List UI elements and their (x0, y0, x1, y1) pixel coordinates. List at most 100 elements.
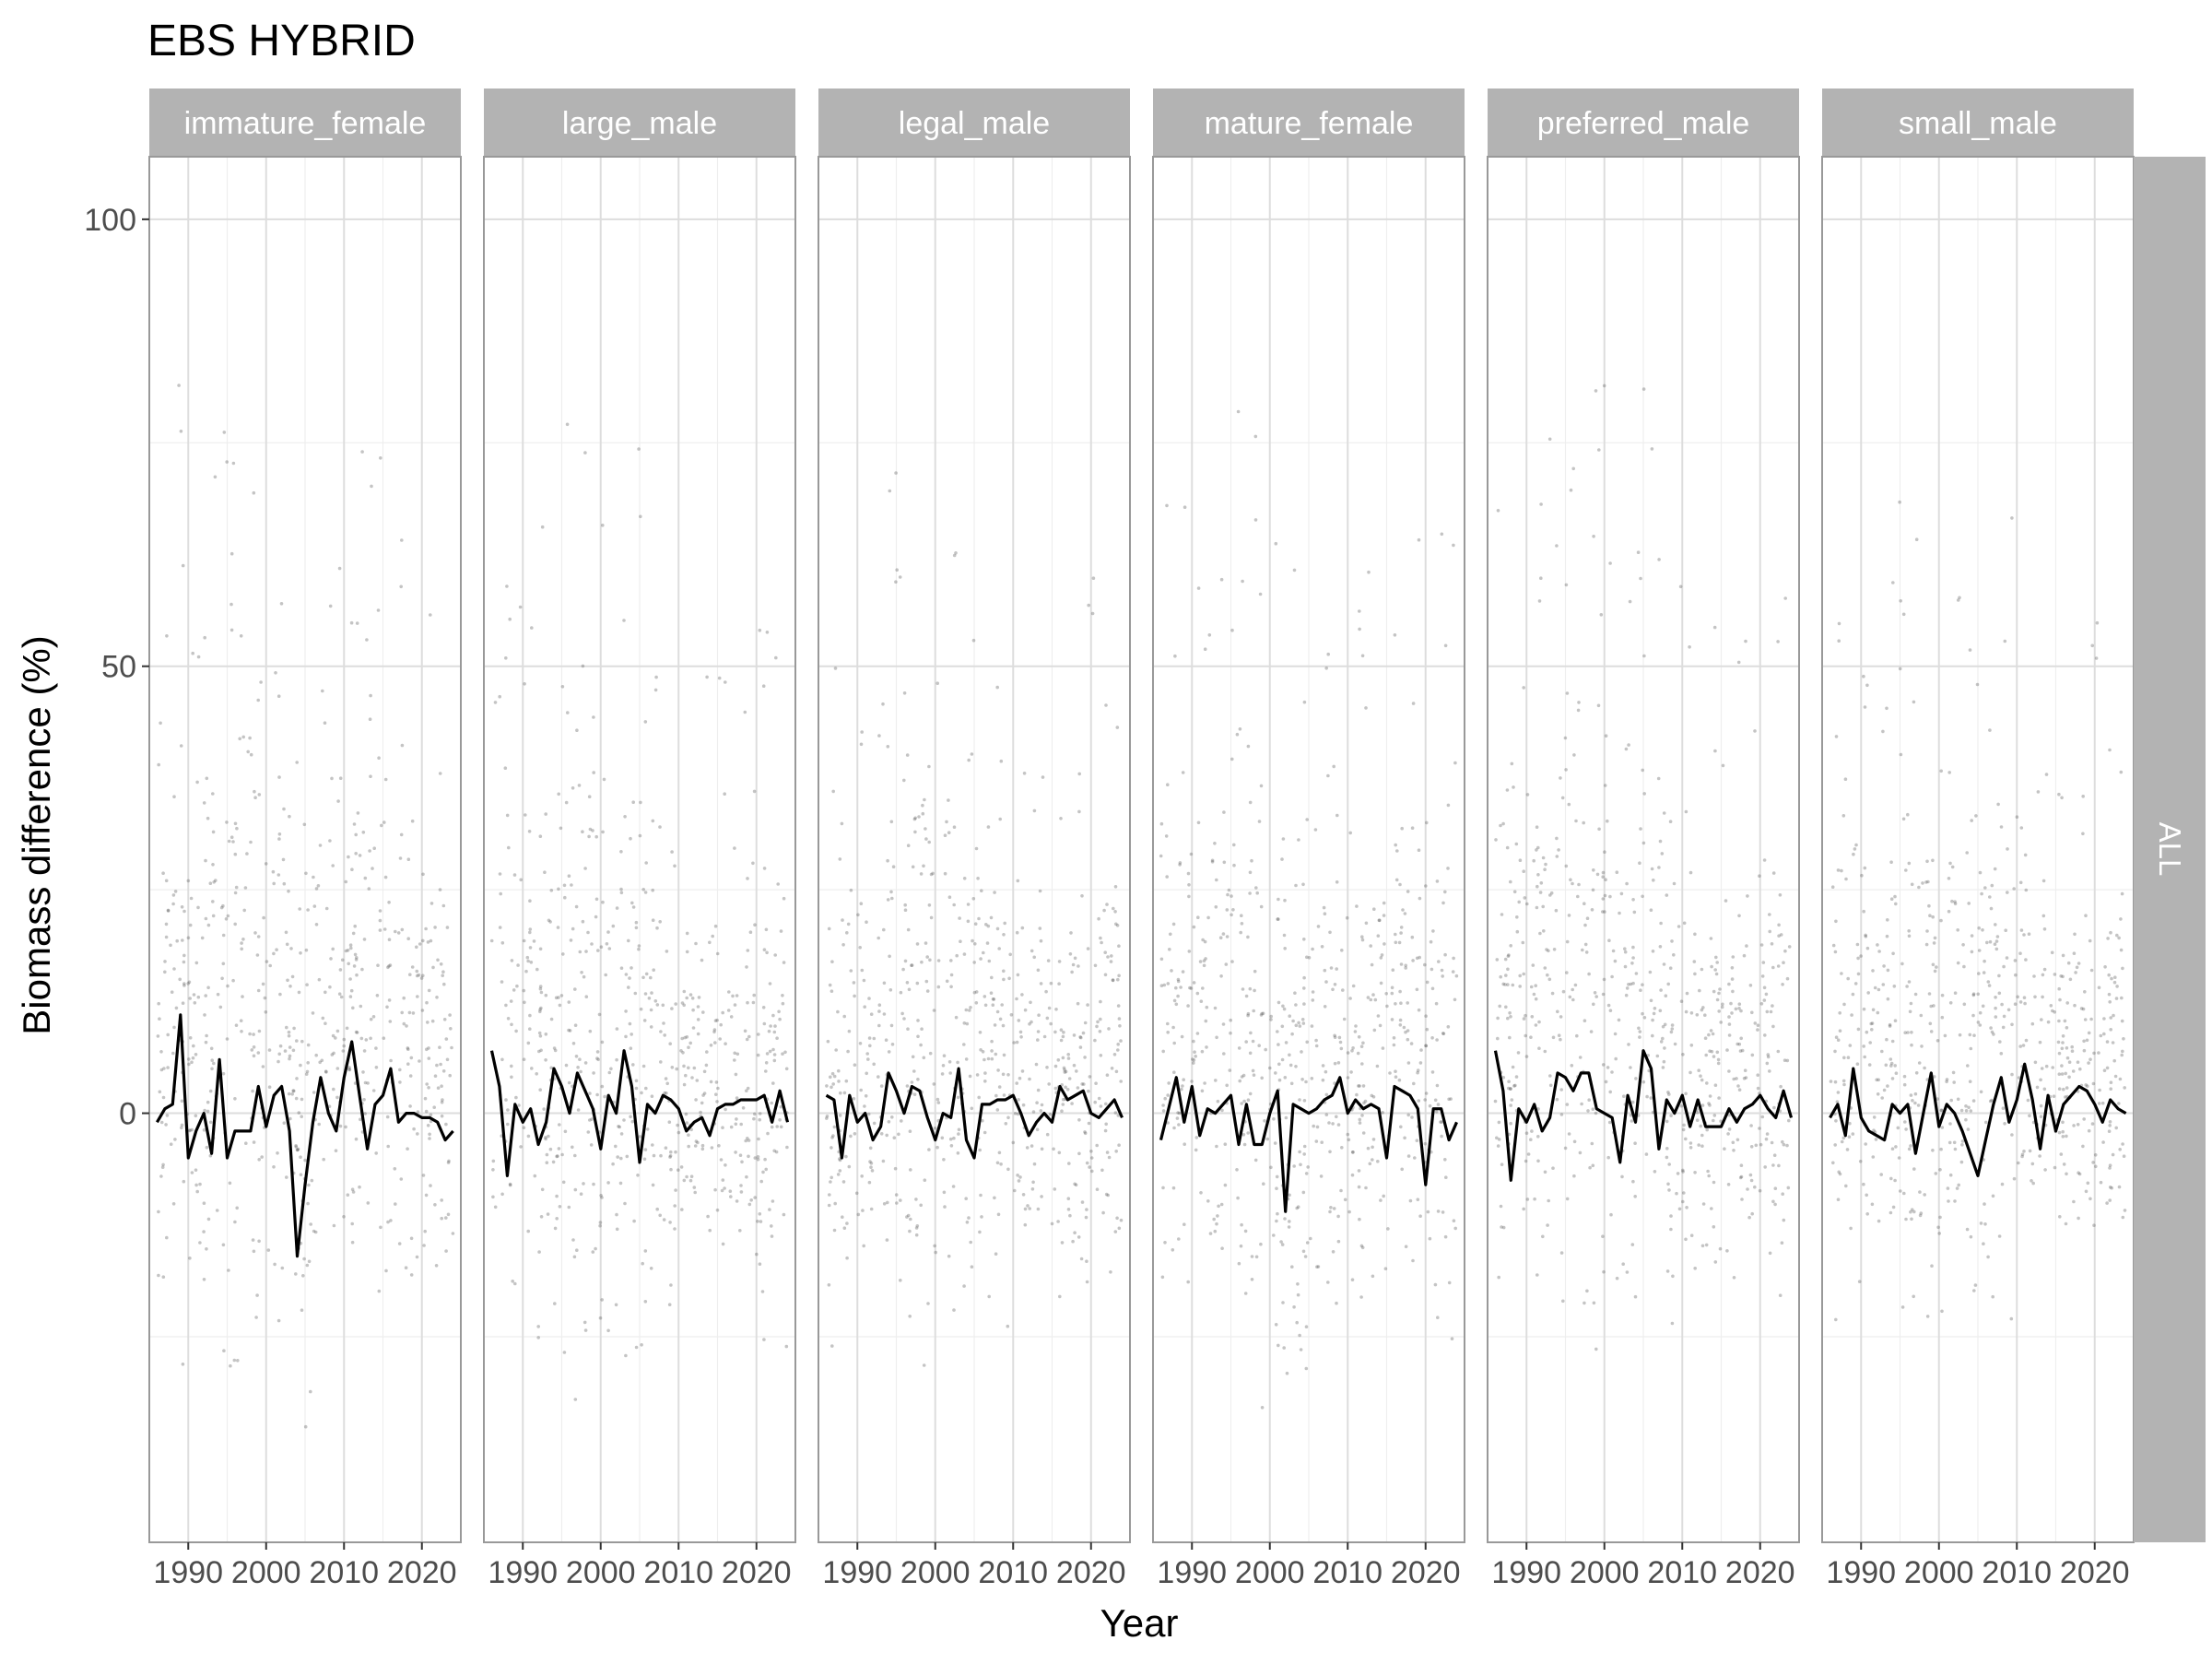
scatter-point (289, 947, 293, 950)
scatter-point (321, 689, 324, 693)
scatter-point (869, 1162, 874, 1165)
scatter-point (1370, 1093, 1374, 1098)
scatter-point (1888, 1057, 1893, 1061)
scatter-point (1555, 836, 1559, 841)
scatter-point (544, 1058, 547, 1062)
scatter-point (1077, 809, 1081, 814)
facet-strip-background (484, 89, 795, 157)
scatter-point (2107, 1129, 2112, 1133)
scatter-point (361, 831, 366, 834)
scatter-point (2000, 1182, 2005, 1186)
scatter-point (1996, 802, 2000, 807)
scatter-point (957, 1127, 961, 1132)
scatter-point (558, 1205, 562, 1209)
scatter-point (1206, 915, 1210, 920)
scatter-point (324, 990, 327, 995)
scatter-point (890, 1043, 895, 1046)
scatter-point (601, 900, 605, 904)
scatter-point (700, 958, 704, 962)
scatter-point (673, 1204, 677, 1208)
scatter-point (1577, 882, 1581, 887)
scatter-point (1061, 1056, 1065, 1060)
scatter-point (1238, 1079, 1241, 1083)
scatter-point (1521, 940, 1525, 945)
scatter-point (1888, 1022, 1892, 1027)
scatter-point (955, 953, 959, 958)
scatter-point (2099, 1033, 2103, 1038)
scatter-point (358, 854, 362, 857)
scatter-point (180, 905, 184, 909)
scatter-point (444, 1249, 448, 1253)
scatter-point (397, 1242, 402, 1245)
scatter-point (1652, 1011, 1656, 1016)
scatter-point (774, 1150, 779, 1154)
scatter-point (828, 1193, 831, 1197)
scatter-point (764, 1167, 768, 1172)
scatter-point (190, 1171, 194, 1174)
scatter-point (1989, 1026, 1993, 1030)
scatter-point (433, 926, 437, 929)
scatter-point (598, 1223, 602, 1228)
scatter-point (1665, 1119, 1669, 1124)
scatter-point (638, 1135, 642, 1139)
scatter-point (252, 1033, 255, 1036)
scatter-point (778, 1017, 782, 1021)
scatter-point (1865, 1193, 1868, 1198)
scatter-point (1946, 1186, 1950, 1190)
scatter-point (1843, 777, 1848, 781)
scatter-point (194, 1183, 198, 1187)
scatter-point (903, 908, 908, 912)
scatter-point (510, 1075, 513, 1080)
scatter-point (1366, 1146, 1371, 1151)
scatter-point (312, 1091, 316, 1094)
scatter-point (1303, 1255, 1308, 1258)
scatter-point (2021, 1044, 2026, 1047)
scatter-point (1907, 929, 1911, 933)
scatter-point (1737, 914, 1741, 918)
scatter-point (1222, 810, 1226, 814)
scatter-point (1899, 599, 1902, 603)
scatter-point (1224, 962, 1229, 966)
scatter-point (762, 948, 767, 951)
scatter-point (440, 1084, 443, 1088)
scatter-point (1277, 1043, 1280, 1046)
scatter-point (1785, 1143, 1789, 1148)
scatter-point (1863, 1055, 1866, 1059)
scatter-point (627, 985, 630, 989)
scatter-point (1203, 647, 1207, 651)
scatter-point (1114, 1150, 1118, 1153)
scatter-point (1288, 1063, 1293, 1068)
scatter-point (1359, 1044, 1364, 1048)
scatter-point (1534, 1023, 1538, 1027)
scatter-point (1535, 848, 1538, 852)
scatter-point (579, 1192, 583, 1196)
scatter-point (1555, 544, 1559, 548)
scatter-point (504, 656, 508, 660)
scatter-point (2084, 914, 2088, 917)
scatter-point (1500, 913, 1504, 916)
scatter-point (1913, 1101, 1917, 1105)
scatter-point (978, 1031, 982, 1034)
scatter-point (1881, 983, 1886, 986)
scatter-point (334, 1036, 337, 1040)
scatter-point (670, 1007, 674, 1010)
scatter-point (439, 962, 443, 966)
scatter-point (1783, 1058, 1787, 1062)
scatter-point (987, 959, 992, 963)
scatter-point (2036, 790, 2041, 794)
scatter-point (1161, 1109, 1166, 1113)
scatter-point (1371, 1274, 1375, 1279)
x-tick-label: 2010 (643, 1555, 713, 1590)
scatter-point (1700, 1133, 1704, 1138)
scatter-point (2013, 1002, 2018, 1006)
scatter-point (248, 736, 252, 740)
scatter-point (895, 568, 899, 572)
scatter-point (1737, 1088, 1742, 1092)
scatter-point (2051, 1066, 2054, 1069)
scatter-point (1700, 1244, 1705, 1248)
scatter-point (1404, 1030, 1407, 1034)
scatter-point (2102, 1068, 2107, 1072)
scatter-point (206, 1109, 210, 1114)
scatter-point (677, 1130, 681, 1135)
scatter-point (1522, 869, 1525, 873)
